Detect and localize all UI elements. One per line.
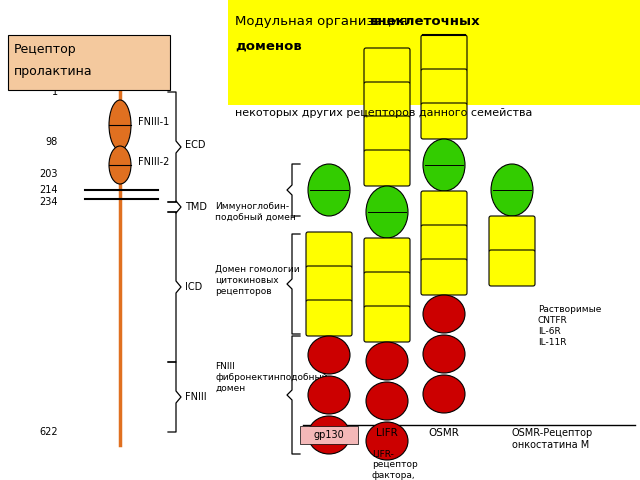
Text: Растворимые
CNTFR
IL-6R
IL-11R: Растворимые CNTFR IL-6R IL-11R	[538, 305, 602, 348]
Ellipse shape	[423, 335, 465, 373]
Text: ICD: ICD	[185, 282, 202, 292]
Text: 203: 203	[40, 169, 58, 179]
FancyBboxPatch shape	[489, 216, 535, 252]
Ellipse shape	[423, 295, 465, 333]
FancyBboxPatch shape	[364, 150, 410, 186]
Text: LIFR-
рецептор
фактора,
ингибирущег: LIFR- рецептор фактора, ингибирущег	[372, 450, 436, 480]
Ellipse shape	[366, 422, 408, 460]
FancyBboxPatch shape	[421, 69, 467, 105]
FancyBboxPatch shape	[306, 300, 352, 336]
FancyBboxPatch shape	[421, 191, 467, 227]
FancyBboxPatch shape	[300, 426, 358, 444]
Text: 214: 214	[40, 185, 58, 195]
Text: Иммуноглобин-
подобный домен: Иммуноглобин- подобный домен	[215, 202, 296, 222]
Text: некоторых других рецепторов данного семейства: некоторых других рецепторов данного семе…	[235, 108, 532, 118]
FancyBboxPatch shape	[364, 238, 410, 274]
Ellipse shape	[491, 164, 533, 216]
Text: TMD: TMD	[185, 202, 207, 212]
Text: Домен гомологии
цитокиновых
рецепторов: Домен гомологии цитокиновых рецепторов	[215, 265, 300, 296]
Text: FNIII: FNIII	[185, 392, 207, 402]
Text: FNIII
фибронектинподобный
домен: FNIII фибронектинподобный домен	[215, 362, 328, 393]
FancyBboxPatch shape	[364, 272, 410, 308]
FancyBboxPatch shape	[421, 259, 467, 295]
FancyBboxPatch shape	[8, 35, 170, 90]
Text: gp130: gp130	[314, 430, 344, 440]
Ellipse shape	[308, 416, 350, 454]
FancyBboxPatch shape	[421, 103, 467, 139]
Ellipse shape	[423, 139, 465, 191]
Ellipse shape	[109, 100, 131, 150]
Text: доменов: доменов	[235, 40, 301, 53]
FancyBboxPatch shape	[364, 116, 410, 152]
Ellipse shape	[423, 375, 465, 413]
Ellipse shape	[366, 342, 408, 380]
Text: 622: 622	[40, 427, 58, 437]
Text: OSMR: OSMR	[429, 428, 460, 438]
Text: Рецептор: Рецептор	[14, 43, 77, 56]
Text: FNIII-2: FNIII-2	[138, 157, 170, 167]
Ellipse shape	[366, 382, 408, 420]
Ellipse shape	[308, 164, 350, 216]
Ellipse shape	[109, 146, 131, 184]
Text: ECD: ECD	[185, 140, 205, 150]
Text: LIFR: LIFR	[376, 428, 398, 438]
Text: 234: 234	[40, 197, 58, 207]
Text: OSMR-Рецептор
онкостатина М: OSMR-Рецептор онкостатина М	[512, 428, 593, 450]
FancyBboxPatch shape	[364, 82, 410, 118]
FancyBboxPatch shape	[306, 232, 352, 268]
Text: внеклеточных: внеклеточных	[370, 15, 481, 28]
FancyBboxPatch shape	[364, 48, 410, 84]
FancyBboxPatch shape	[489, 250, 535, 286]
Text: Модульная организация: Модульная организация	[235, 15, 412, 28]
FancyBboxPatch shape	[306, 266, 352, 302]
Text: пролактина: пролактина	[14, 65, 93, 78]
FancyBboxPatch shape	[228, 0, 640, 105]
Ellipse shape	[308, 376, 350, 414]
FancyBboxPatch shape	[364, 306, 410, 342]
Ellipse shape	[308, 336, 350, 374]
Text: 1: 1	[52, 87, 58, 97]
FancyBboxPatch shape	[421, 225, 467, 261]
FancyBboxPatch shape	[421, 35, 467, 71]
Ellipse shape	[366, 186, 408, 238]
Text: 98: 98	[45, 137, 58, 147]
Text: FNIII-1: FNIII-1	[138, 117, 169, 127]
